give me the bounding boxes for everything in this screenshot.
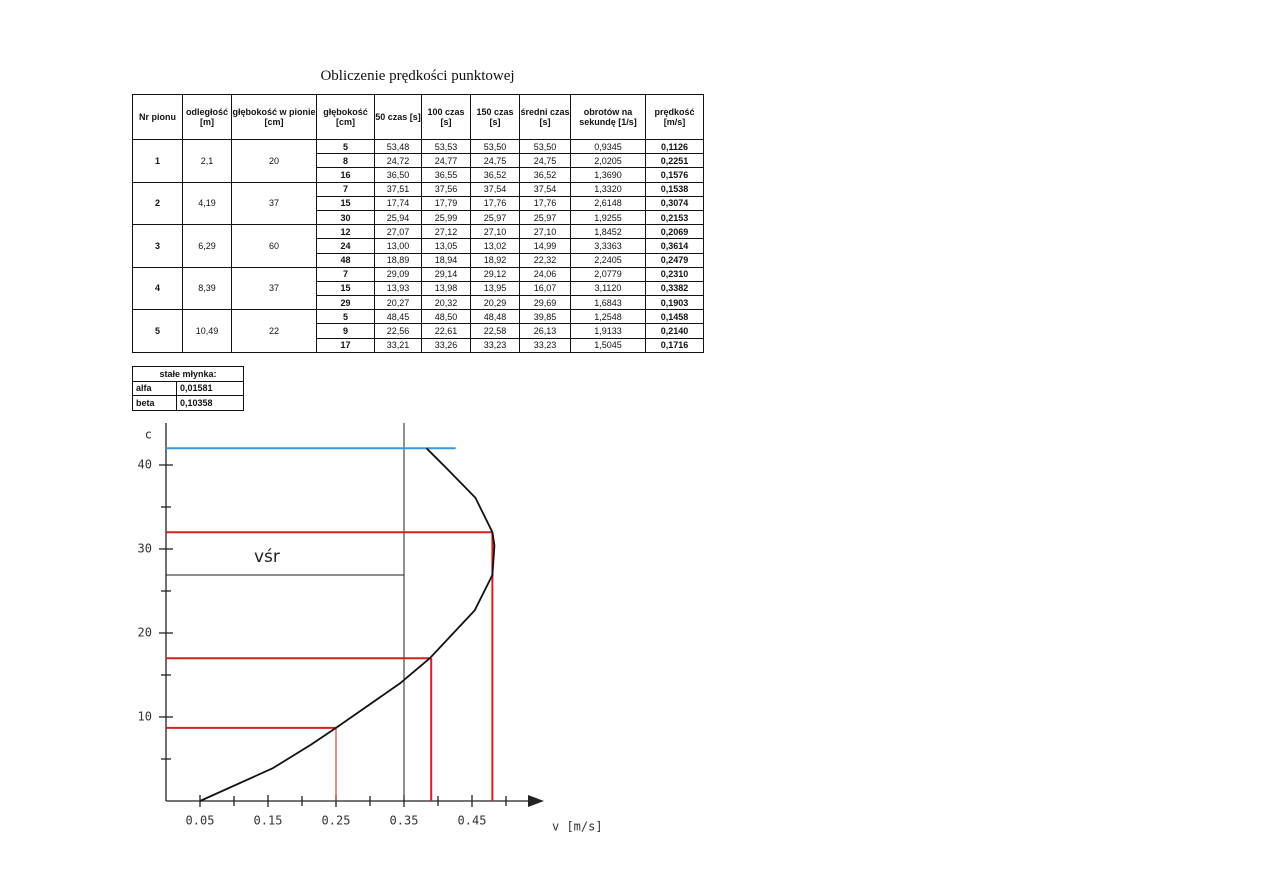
header-row: Nr pionu odległość [m] głębokość w pionie …: [132, 94, 704, 140]
cell: 36,52: [470, 167, 520, 183]
cell: 0,2069: [645, 224, 704, 240]
cell: 0,2310: [645, 266, 704, 282]
data-row: 15 17,74 17,79 17,76 17,76 2,6148 0,3074: [133, 195, 704, 211]
header-cell: głębokość [cm]: [316, 94, 375, 140]
mean-velocity-label: vśr: [254, 547, 280, 567]
velocity-profile: [199, 447, 496, 802]
x-tick-label: 0.45: [458, 814, 487, 828]
cell: 1,3690: [570, 167, 646, 183]
x-tick-label: 0.25: [322, 814, 351, 828]
data-row: 1 2,1 20 5 53,48 53,53 53,50 53,50 0,9345 0,1126: [132, 138, 704, 183]
constant-cell: beta: [132, 395, 177, 411]
vertical-depth: 60: [231, 224, 317, 268]
header-cell: głębokość w pionie [cm]: [231, 94, 317, 140]
document-title: Obliczenie prędkości punktowej: [320, 68, 515, 84]
x-tick-label: 0.35: [390, 814, 419, 828]
data-row: 2 4,19 37 7 37,51 37,56 37,54 37,54 1,3320 0,1538: [132, 181, 704, 226]
cell: 13,02: [470, 238, 520, 254]
data-row: 15 13,93 13,98 13,95 16,07 3,1120 0,3382: [133, 280, 704, 297]
cell: 13,00: [374, 238, 422, 254]
cell: 1,9255: [570, 209, 646, 226]
vertical-depth: 22: [231, 309, 317, 353]
cell: 0,9345: [570, 138, 646, 155]
cell: 0,1538: [645, 181, 704, 197]
vertical-number: 5: [132, 309, 183, 353]
y-axis-label: c: [145, 428, 152, 442]
y-tick-label: 30: [138, 542, 152, 556]
cell: 2,0205: [570, 153, 646, 169]
y-tick-label: 20: [138, 626, 152, 640]
x-tick-label: 0.05: [186, 814, 215, 828]
cell: 12: [316, 224, 375, 240]
x-tick-label: 0.15: [254, 814, 283, 828]
cell: 53,50: [519, 138, 571, 155]
y-tick-label: 10: [138, 710, 152, 724]
cell: 37,54: [470, 181, 520, 197]
cell: 0,3074: [645, 195, 704, 211]
data-row: 30 25,94 25,99 25,97 25,97 1,9255 0,2153: [133, 209, 704, 226]
vertical-number: 1: [132, 139, 183, 183]
cell: 36,50: [374, 167, 422, 183]
data-row: 8 24,72 24,77 24,75 24,75 2,0205 0,2251: [133, 153, 704, 169]
vertical-number: 4: [132, 266, 183, 311]
cell: 33,23: [470, 337, 520, 353]
header-cell: średni czas [s]: [519, 94, 571, 140]
cell: 1,8452: [570, 224, 646, 240]
y-tick-label: 40: [138, 458, 152, 472]
constant-cell: 0,10358: [176, 395, 244, 411]
data-row: 24 13,00 13,05 13,02 14,99 3,3363 0,3614: [133, 238, 704, 254]
constants-table: stałe młynka: alfa 0,01581 beta 0,10358: [132, 366, 244, 411]
cell: 17,76: [470, 195, 520, 211]
x-axis-label: v [m/s]: [552, 820, 603, 834]
cell: 13,05: [421, 238, 471, 254]
vertical-number: 2: [132, 181, 183, 226]
cell: 27,12: [421, 224, 471, 240]
constant-row: beta 0,10358: [132, 395, 244, 411]
cell: 0,3614: [645, 238, 704, 254]
cell: 17,79: [421, 195, 471, 211]
data-row: 29 20,27 20,32 20,29 29,69 1,6843 0,1903: [133, 295, 704, 311]
data-row: 16 36,50 36,55 36,52 36,52 1,3690 0,1576: [133, 167, 704, 183]
cell: 0,1576: [645, 167, 704, 183]
cell: 30: [316, 209, 375, 226]
data-row: 17 33,21 33,26 33,23 33,23 1,5045 0,1716: [133, 337, 704, 353]
header-cell: obrotów na sekundę [1/s]: [570, 94, 646, 140]
cell: 0,1126: [645, 138, 704, 155]
constant-row: alfa 0,01581: [132, 380, 244, 397]
header-cell: 100 czas [s]: [421, 94, 471, 140]
velocity-table: Nr pionu odległość [m] głębokość w pionie …: [132, 94, 704, 353]
x-axis-arrow: [528, 795, 544, 807]
cell: 2,6148: [570, 195, 646, 211]
cell: 25,99: [421, 209, 471, 226]
cell: 1,3320: [570, 181, 646, 197]
cell: 0,1716: [645, 337, 704, 353]
header-cell: odległość [m]: [182, 94, 232, 140]
data-row: 48 18,89 18,94 18,92 22,32 2,2405 0,2479: [133, 252, 704, 268]
header-cell: Nr pionu: [132, 94, 183, 140]
header-cell: 150 czas [s]: [470, 94, 520, 140]
cell: 36,55: [421, 167, 471, 183]
distance: 10,49: [182, 309, 232, 353]
cell: 0,2251: [645, 153, 704, 169]
cell: 0,2153: [645, 209, 704, 226]
data-row: 4 8,39 37 7 29,09 29,14 29,12 24,06 2,0779 0,2310: [132, 266, 704, 311]
data-row: 5 10,49 22 5 48,45 48,50 48,48 39,85 1,2548 0,145…: [132, 309, 704, 353]
cell: 27,07: [374, 224, 422, 240]
